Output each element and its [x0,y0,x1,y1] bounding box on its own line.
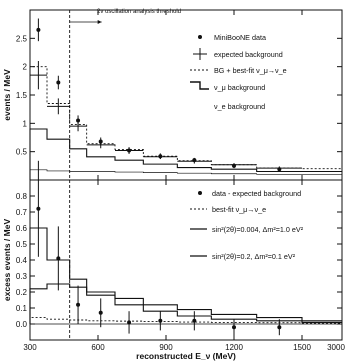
bottom-y-tick-label: 0.3 [16,272,28,281]
legend-label-model-a: sin²(2θ)=0.004, Δm²=1.0 eV² [212,225,304,234]
top-legend: MiniBooNE data expected background BG + … [190,33,287,111]
x-tick-label: 300 [23,343,37,352]
bottom-series-1-point [36,206,41,211]
threshold-arrowhead [97,20,102,24]
legend-label-bg-bestfit: BG + best-fit ν_μ→ν_e [214,66,287,75]
top-series-1-point [56,80,61,85]
legend-label-data: MiniBooNE data [214,33,266,42]
top-plot-frame [29,9,343,181]
legend-label-nue-bg: ν_e background [214,102,265,111]
legend-marker-excess [198,191,202,195]
legend-label-model-b: sin²(2θ)=0.2, Δm²=0.1 eV² [212,252,296,261]
bottom-legend: data - expected background best-fit ν_μ→… [190,189,304,261]
x-tick-label: 600 [91,343,105,352]
legend-marker-data [198,35,202,39]
top-y-axis-title: events / MeV [2,69,12,121]
legend-marker-numu-bg [190,81,209,90]
bottom-panel: 300 600 900 1200 1500 3000 0.0 0.1 0.2 0.3 0.4 0.5 0… [2,160,345,361]
bottom-series-1-point [277,325,282,330]
bottom-y-tick-label: 0.2 [16,288,28,297]
x-tick-label: 1500 [293,343,311,352]
bottom-series-1-point [232,325,236,330]
bottom-series-1-point [98,310,103,315]
x-tick-label: 3000 [327,343,345,352]
top-series-4-line [29,128,342,180]
bottom-series-4-line [29,227,342,324]
bottom-y-tick-label: 0.6 [16,224,28,233]
bottom-y-tick-label: 0.0 [16,320,28,329]
bottom-y-tick-label: 0.8 [16,192,28,201]
bottom-y-tick-label: 0.5 [16,240,28,249]
bottom-series-1-point [56,256,61,261]
bottom-y-axis-title: excess events / MeV [2,219,12,302]
top-y-tick-label: 2 [23,63,28,72]
bottom-series-2-line [29,317,342,324]
top-series-5-line [29,169,342,180]
threshold-annotation: 2ν oscillation analysis threshold [97,9,181,15]
top-y-tick-label: 0.5 [16,148,28,157]
top-panel: 0.5 1 1.5 2 2.5 events / MeV 2ν oscillation … [2,9,343,181]
bottom-series-3-line [29,283,342,324]
bottom-series-1-point [158,318,163,323]
legend-label-expected: expected background [214,50,283,59]
bottom-y-tick-label: 0.1 [16,304,28,313]
top-series-3-line [29,66,342,180]
bottom-y-tick-label: 0.4 [16,256,28,265]
top-y-tick-label: 2.5 [16,34,28,43]
legend-label-excess: data - expected background [212,189,301,198]
x-tick-label: 1200 [225,343,243,352]
top-series-1-point [76,118,81,123]
bottom-y-tick-label: 0.7 [16,208,28,217]
top-series-1-point [36,27,41,32]
top-y-tick-label: 1.5 [16,91,28,100]
top-y-tick-label: 1 [23,119,28,128]
x-tick-label: 900 [159,343,173,352]
x-axis-title: reconstructed E_ν (MeV) [136,351,236,361]
bottom-series-1-point [76,302,81,307]
legend-label-numu-bg: ν_μ background [214,83,265,92]
legend-label-bestfit: best-fit ν_μ→ν_e [212,205,266,214]
